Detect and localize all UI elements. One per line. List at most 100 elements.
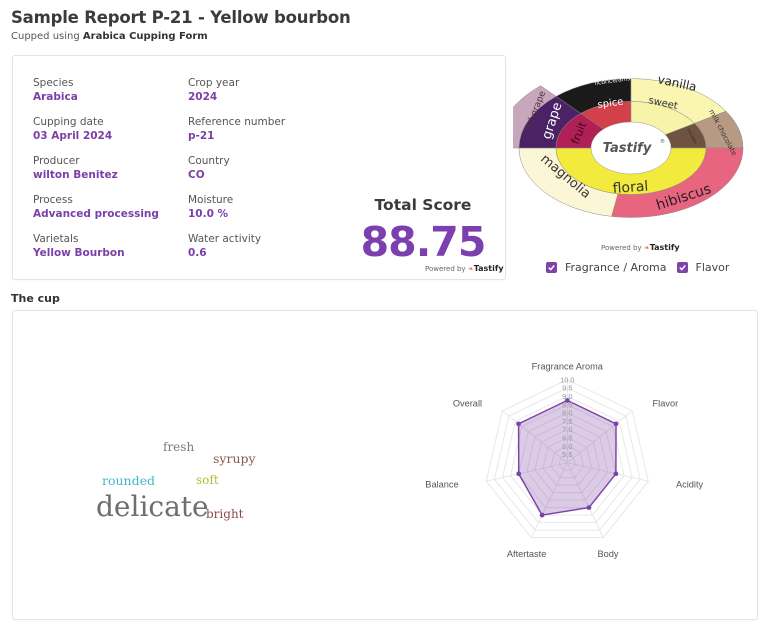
field-label: Process bbox=[33, 194, 73, 206]
word-cloud-term: rounded bbox=[102, 473, 156, 488]
radar-axis-label: Aftertaste bbox=[507, 549, 546, 559]
brand-name: Tastify bbox=[473, 264, 504, 273]
legend-fragrance-aroma[interactable]: Fragrance / Aroma bbox=[546, 261, 667, 274]
flavor-wheel: Tastify ® licorice/anise vanilla milk ch… bbox=[513, 72, 744, 218]
radar-axis-label: Fragrance Aroma bbox=[532, 361, 604, 371]
radar-series-area bbox=[517, 399, 617, 516]
registered-mark: ® bbox=[660, 138, 665, 145]
radar-tick-label: 8.0 bbox=[562, 409, 572, 418]
field-value: 03 April 2024 bbox=[33, 130, 113, 142]
field-value: Yellow Bourbon bbox=[33, 247, 125, 259]
total-score-label: Total Score bbox=[374, 196, 472, 214]
field-species: Species Arabica bbox=[33, 76, 78, 104]
wheel-label-chocolate: chocolate bbox=[686, 128, 698, 145]
radar-grid-ring bbox=[493, 387, 641, 531]
legend-label: Fragrance / Aroma bbox=[565, 261, 667, 274]
radar-spoke bbox=[567, 462, 649, 482]
field-moisture: Moisture 10.0 % bbox=[188, 193, 233, 221]
field-value: Advanced processing bbox=[33, 208, 159, 220]
wheel-segment-red-grape[interactable] bbox=[513, 85, 557, 149]
field-value: CO bbox=[188, 169, 205, 181]
wheel-label-spice: spice bbox=[597, 96, 624, 111]
radar-grid-ring bbox=[510, 404, 625, 516]
field-label: Reference number bbox=[188, 116, 286, 128]
field-producer: Producer wilton Benitez bbox=[33, 154, 118, 182]
powered-by-text: Powered by bbox=[425, 265, 466, 273]
checkbox-checked-icon[interactable] bbox=[676, 262, 688, 273]
radar-data-point bbox=[539, 512, 545, 518]
radar-data-point bbox=[613, 421, 619, 427]
sample-info-card: Total Score 88.75 Powered by ❧Tastify Sp… bbox=[12, 55, 506, 280]
field-reference-number: Reference number p-21 bbox=[188, 115, 285, 143]
radar-axis-label: Body bbox=[597, 549, 618, 559]
powered-by-badge: Powered by ❧Tastify bbox=[425, 264, 504, 273]
tastify-logo-icon: ❧ bbox=[467, 265, 474, 273]
section-title-the-cup: The cup bbox=[11, 292, 60, 305]
radar-tick-label: 6.0 bbox=[562, 442, 572, 451]
field-label: Producer bbox=[33, 155, 80, 167]
radar-data-point bbox=[564, 397, 570, 403]
legend-label: Flavor bbox=[695, 261, 730, 274]
wheel-powered-text: Powered by bbox=[601, 244, 642, 252]
field-country: Country CO bbox=[188, 154, 230, 182]
radar-grid-ring bbox=[534, 428, 601, 494]
total-score-value: 88.75 bbox=[360, 218, 487, 266]
radar-tick-label: 7.0 bbox=[562, 425, 572, 434]
the-cup-card: fresh syrupy rounded soft delicate brigh… bbox=[12, 310, 758, 620]
word-cloud-term: syrupy bbox=[213, 451, 256, 466]
radar-axis-label: Balance bbox=[425, 480, 458, 490]
radar-spoke bbox=[567, 410, 633, 464]
page-title: Sample Report P-21 - Yellow bourbon bbox=[11, 8, 351, 27]
radar-grid-ring bbox=[518, 412, 617, 509]
radar-tick-label: 6.5 bbox=[562, 434, 572, 443]
field-value: 2024 bbox=[188, 91, 218, 103]
wheel-brand-name: Tastify bbox=[649, 243, 680, 252]
field-crop-year: Crop year 2024 bbox=[188, 76, 239, 104]
field-label: Varietals bbox=[33, 233, 79, 245]
radar-data-point bbox=[516, 421, 521, 427]
field-label: Moisture bbox=[188, 194, 234, 206]
field-label: Cupping date bbox=[33, 116, 104, 128]
field-cupping-date: Cupping date 03 April 2024 bbox=[33, 115, 112, 143]
radar-axis-label: Flavor bbox=[653, 398, 679, 408]
radar-tick-label: 8.5 bbox=[562, 400, 572, 409]
field-value: wilton Benitez bbox=[33, 169, 118, 181]
radar-grid-ring bbox=[550, 445, 585, 479]
radar-tick-label: 10.0 bbox=[560, 375, 574, 384]
wheel-center bbox=[590, 121, 672, 175]
field-value: Arabica bbox=[33, 91, 78, 103]
radar-data-point bbox=[613, 471, 619, 477]
radar-spoke bbox=[566, 462, 604, 538]
radar-grid-ring bbox=[542, 437, 593, 486]
wheel-label-floral: floral bbox=[612, 179, 649, 197]
page-subtitle: Cupped using Arabica Cupping Form bbox=[11, 31, 208, 42]
radar-chart: 5.56.06.57.07.58.08.59.09.510.0 Fragrance… bbox=[425, 361, 703, 559]
word-cloud-term: bright bbox=[206, 507, 244, 521]
tastify-logo-icon: ❧ bbox=[643, 244, 650, 252]
field-water-activity: Water activity 0.6 bbox=[188, 232, 261, 260]
legend-flavor[interactable]: Flavor bbox=[676, 261, 730, 274]
radar-spoke bbox=[502, 410, 568, 464]
radar-axis-label: Overall bbox=[453, 398, 482, 408]
radar-tick-label: 9.5 bbox=[562, 384, 572, 393]
radar-grid-ring bbox=[526, 420, 609, 501]
field-value: p-21 bbox=[188, 130, 215, 142]
radar-tick-label: 7.5 bbox=[562, 417, 572, 426]
field-label: Species bbox=[33, 77, 74, 89]
radar-data-point bbox=[586, 505, 592, 511]
wheel-center-label: Tastify bbox=[603, 141, 652, 156]
field-process: Process Advanced processing bbox=[33, 193, 159, 221]
field-value: 10.0 % bbox=[188, 208, 229, 220]
cupping-form-name: Arabica Cupping Form bbox=[82, 31, 208, 42]
checkbox-checked-icon[interactable] bbox=[546, 262, 557, 273]
field-label: Country bbox=[188, 155, 230, 167]
word-cloud-term: fresh bbox=[163, 440, 195, 454]
field-varietals: Varietals Yellow Bourbon bbox=[33, 232, 125, 260]
wheel-legend: Fragrance / Aroma Flavor bbox=[546, 261, 739, 274]
radar-tick-label: 9.0 bbox=[562, 392, 572, 401]
radar-data-point bbox=[516, 471, 522, 477]
word-cloud-term: soft bbox=[196, 473, 219, 487]
field-label: Crop year bbox=[188, 77, 240, 89]
field-label: Water activity bbox=[188, 233, 262, 245]
subtitle-prefix: Cupped using bbox=[11, 31, 80, 42]
